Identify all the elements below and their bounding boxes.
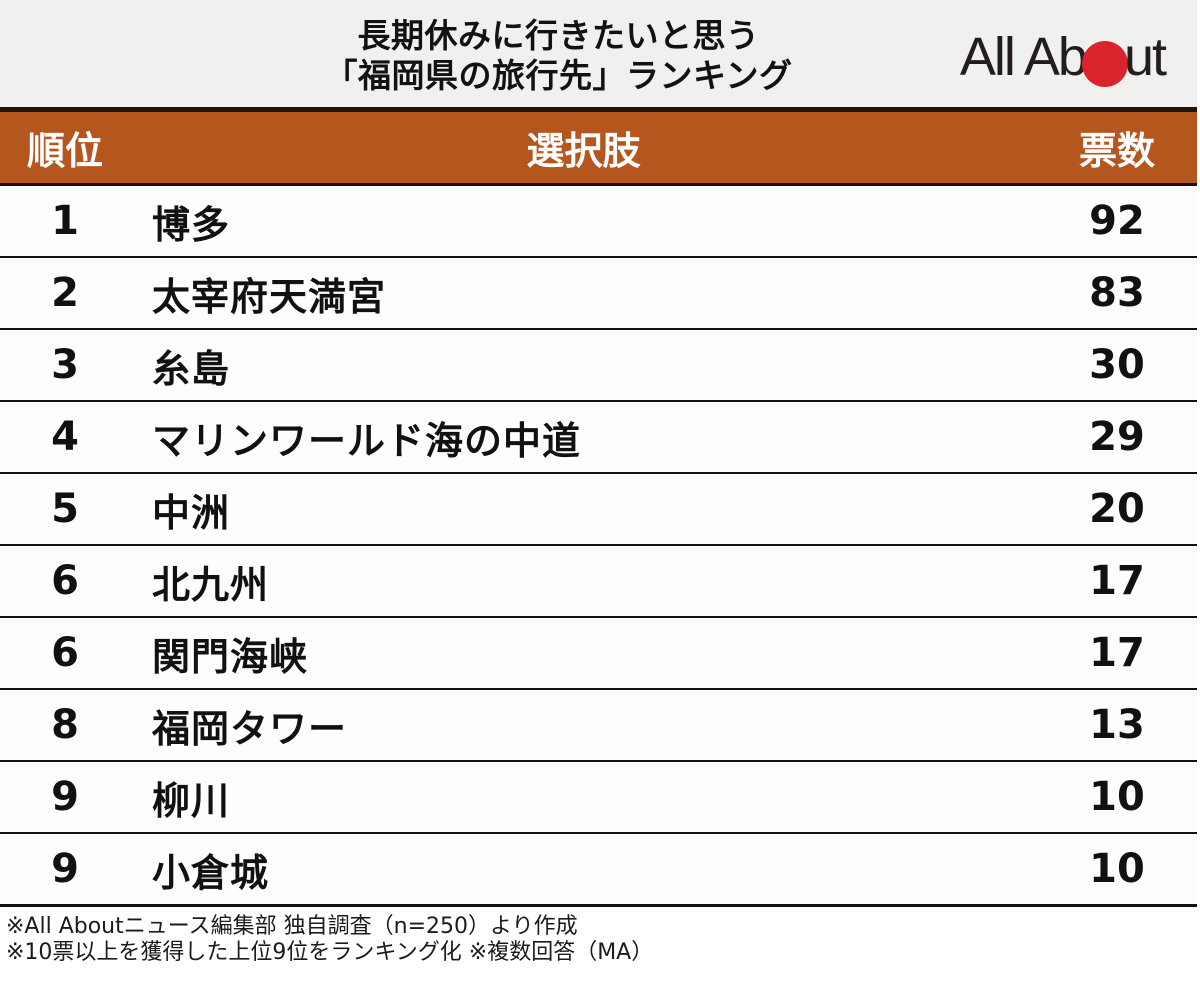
rank-cell: 2 xyxy=(51,270,79,316)
destination-cell: マリンワールド海の中道 xyxy=(152,418,582,463)
logo-text-right: ut xyxy=(1123,27,1167,87)
table-row: 1 博多 92 xyxy=(0,186,1197,258)
rank-cell: 1 xyxy=(51,198,79,244)
all-about-logo: All Ab ut xyxy=(959,27,1167,87)
destination-cell: 糸島 xyxy=(152,346,231,391)
votes-cell: 20 xyxy=(1089,486,1145,532)
rank-cell: 5 xyxy=(51,486,79,532)
column-header-rank: 順位 xyxy=(26,129,103,173)
destination-cell: 中洲 xyxy=(152,490,231,535)
votes-cell: 92 xyxy=(1089,198,1145,244)
footnotes: ※All Aboutニュース編集部 独自調査（n=250）より作成 ※10票以上… xyxy=(0,907,1200,966)
rank-cell: 9 xyxy=(51,846,79,892)
logo-text-left: All Ab xyxy=(959,27,1088,87)
votes-cell: 13 xyxy=(1089,702,1145,748)
table-row: 3 糸島 30 xyxy=(0,330,1197,402)
table-row: 4 マリンワールド海の中道 29 xyxy=(0,402,1197,474)
rank-cell: 6 xyxy=(51,630,79,676)
votes-cell: 17 xyxy=(1089,630,1145,676)
footnote-line1: ※All Aboutニュース編集部 独自調査（n=250）より作成 xyxy=(6,914,578,939)
votes-cell: 83 xyxy=(1089,270,1145,316)
column-header-votes: 票数 xyxy=(1078,129,1155,173)
page-title-line1: 長期休みに行きたいと思う xyxy=(357,16,760,55)
footnote-line2: ※10票以上を獲得した上位9位をランキング化 ※複数回答（MA） xyxy=(6,940,654,965)
destination-cell: 太宰府天満宮 xyxy=(152,274,387,319)
destination-cell: 柳川 xyxy=(152,778,231,823)
destination-cell: 北九州 xyxy=(152,562,270,607)
table-row: 5 中洲 20 xyxy=(0,474,1197,546)
votes-cell: 10 xyxy=(1089,774,1145,820)
destination-cell: 関門海峡 xyxy=(152,634,309,679)
rank-cell: 6 xyxy=(51,558,79,604)
table-row: 6 関門海峡 17 xyxy=(0,618,1197,690)
rank-cell: 4 xyxy=(51,414,79,460)
destination-cell: 博多 xyxy=(152,202,231,247)
table-body: 1 博多 92 2 太宰府天満宮 83 3 糸島 30 4 マリンワールド海の中… xyxy=(0,186,1197,907)
rank-cell: 8 xyxy=(51,702,79,748)
destination-cell: 福岡タワー xyxy=(152,706,348,751)
column-header-choice: 選択肢 xyxy=(526,129,641,173)
table-row: 9 柳川 10 xyxy=(0,762,1197,834)
votes-cell: 10 xyxy=(1089,846,1145,892)
rank-cell: 9 xyxy=(51,774,79,820)
votes-cell: 29 xyxy=(1089,414,1145,460)
destination-cell: 小倉城 xyxy=(152,850,270,895)
title-band: 長期休みに行きたいと思う 「福岡県の旅行先」ランキング All Ab ut xyxy=(0,0,1197,107)
rank-cell: 3 xyxy=(51,342,79,388)
logo-red-dot-icon xyxy=(1081,41,1128,87)
table-header-row: 順位 選択肢 票数 xyxy=(0,107,1197,186)
votes-cell: 30 xyxy=(1089,342,1145,388)
page-title: 長期休みに行きたいと思う 「福岡県の旅行先」ランキング xyxy=(0,16,1117,96)
table-row: 2 太宰府天満宮 83 xyxy=(0,258,1197,330)
table-row: 8 福岡タワー 13 xyxy=(0,690,1197,762)
page-title-line2: 「福岡県の旅行先」ランキング xyxy=(324,56,793,95)
table-row: 9 小倉城 10 xyxy=(0,834,1197,907)
table-row: 6 北九州 17 xyxy=(0,546,1197,618)
votes-cell: 17 xyxy=(1089,558,1145,604)
